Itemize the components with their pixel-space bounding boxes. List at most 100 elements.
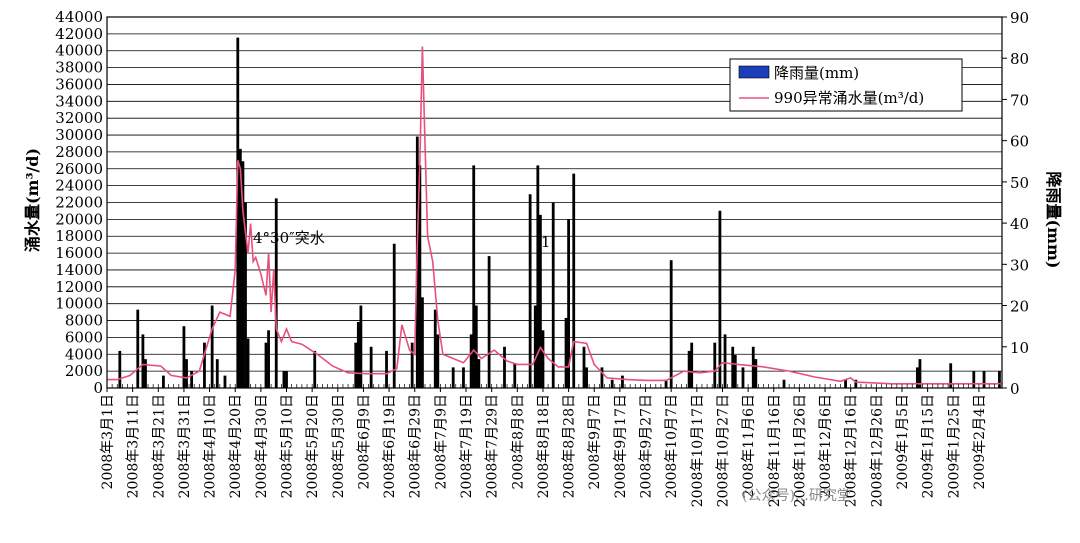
rainfall-bar: [190, 371, 194, 388]
y-left-tick-label: 20000: [55, 210, 103, 228]
x-tick-label: 2008年12月26日: [869, 394, 885, 507]
rainfall-bar: [713, 342, 717, 388]
x-tick-label: 2009年1月25日: [946, 394, 962, 498]
y-left-tick-label: 6000: [65, 328, 103, 346]
rainfall-bar: [236, 37, 240, 388]
rainfall-bar: [215, 359, 219, 388]
y-right-tick-label: 50: [1010, 174, 1029, 192]
rainfall-bar: [513, 363, 517, 388]
x-tick-label: 2009年1月15日: [921, 394, 937, 498]
rainfall-bar: [238, 148, 242, 388]
legend-label-rainfall: 降雨量(mm): [774, 64, 859, 82]
y-right-tick-label: 70: [1010, 91, 1029, 109]
rainfall-bar: [477, 359, 481, 388]
x-tick-label: 2008年11月16日: [767, 394, 783, 507]
x-tick-label: 2008年10月7日: [664, 394, 680, 498]
x-tick-label: 2009年1月5日: [895, 394, 911, 489]
rainfall-bar: [600, 367, 604, 388]
rainfall-bar: [854, 379, 858, 388]
y-left-tick-label: 30000: [55, 126, 103, 144]
y-left-tick-label: 36000: [55, 75, 103, 93]
rainfall-bar: [418, 165, 422, 388]
x-tick-label: 2008年9月7日: [587, 394, 603, 489]
y-right-tick-label: 20: [1010, 298, 1029, 316]
rainfall-bar: [754, 359, 758, 388]
legend: 降雨量(mm) 990异常涌水量(m³/d): [729, 58, 963, 112]
x-tick-label: 2008年5月20日: [305, 394, 321, 498]
rainfall-bar: [144, 359, 147, 388]
rainfall-bar: [223, 375, 227, 388]
rainfall-bar: [472, 165, 476, 388]
rainfall-bar: [433, 309, 437, 388]
y-left-tick-label: 26000: [55, 160, 103, 178]
rainfall-bar: [998, 371, 1001, 388]
rainfall-bar: [533, 305, 537, 388]
y-left-tick-label: 2000: [65, 362, 103, 380]
x-tick-label: 2008年7月19日: [459, 394, 475, 498]
rainfall-bar: [733, 355, 737, 388]
rainfall-bar: [385, 350, 388, 388]
rainfall-bar: [462, 367, 465, 388]
rainfall-bar: [528, 194, 532, 388]
y-left-tick-label: 12000: [55, 278, 103, 296]
y-axis-right-ticks: 0 10 20 30 40 50 60 70 80 90: [1002, 9, 1029, 398]
rainfall-bar: [572, 173, 576, 388]
x-tick-label: 2008年5月30日: [331, 394, 347, 498]
y-left-tick-label: 34000: [55, 92, 103, 110]
rainfall-bar: [285, 371, 288, 388]
x-tick-label: 2008年8月8日: [510, 394, 526, 489]
rainfall-bar: [267, 330, 270, 388]
rainfall-bar: [918, 359, 922, 388]
rainfall-bar: [564, 317, 568, 388]
legend-label-inflow: 990异常涌水量(m³/d): [774, 89, 924, 107]
rainfall-bar: [185, 359, 188, 388]
x-tick-label: 2008年12月6日: [818, 394, 834, 498]
rainfall-bar: [949, 363, 953, 388]
x-tick-label: 2008年9月17日: [613, 394, 629, 498]
rainfall-bar: [118, 350, 122, 388]
x-tick-label: 2008年3月21日: [151, 394, 167, 498]
y-axis-left-ticks: 0200040006000800010000120001400016000180…: [55, 8, 103, 397]
rainfall-bar: [621, 375, 624, 388]
y-axis-right-title: 降雨量(mm): [1044, 171, 1063, 268]
y-axis-left-title: 涌水量(m³/d): [23, 148, 42, 252]
y-left-tick-label: 42000: [55, 25, 103, 43]
rainfall-bar: [182, 326, 186, 388]
y-left-tick-label: 44000: [55, 8, 103, 26]
y-right-tick-label: 0: [1010, 380, 1020, 398]
rainfall-bar: [241, 161, 245, 388]
watermark: (公众号)…研究堂: [742, 488, 851, 504]
rainfall-bar: [410, 342, 414, 388]
x-tick-label: 2008年3月1日: [100, 394, 116, 489]
x-tick-label: 2008年4月30日: [254, 394, 270, 498]
x-tick-label: 2008年9月27日: [639, 394, 655, 498]
rainfall-bars: [118, 37, 1001, 388]
rainfall-bar: [162, 375, 165, 388]
rainfall-bar: [392, 243, 396, 388]
rainfall-bar: [687, 350, 691, 388]
y-right-tick-label: 80: [1010, 50, 1029, 68]
rainfall-bar: [844, 379, 847, 388]
rainfall-bar: [487, 256, 491, 388]
annotation-1: 1: [541, 233, 551, 251]
x-tick-label: 2008年6月9日: [356, 394, 372, 489]
rainfall-bar: [690, 342, 694, 388]
rainfall-bar: [203, 342, 206, 388]
rainfall-bar: [538, 214, 542, 388]
rainfall-bar: [610, 379, 614, 388]
rainfall-bar: [718, 210, 722, 388]
x-tick-label: 2008年11月26日: [792, 394, 808, 507]
x-tick-label: 2008年7月29日: [485, 394, 501, 498]
rainfall-bar: [274, 198, 278, 388]
rainfall-bar: [136, 309, 140, 388]
y-left-tick-label: 8000: [65, 312, 103, 330]
x-tick-label: 2008年3月11日: [126, 394, 142, 498]
y-left-tick-label: 10000: [55, 295, 103, 313]
rainfall-bar: [436, 334, 440, 388]
y-right-tick-label: 10: [1010, 339, 1029, 357]
rainfall-bar: [451, 367, 455, 388]
rainfall-bar: [982, 371, 986, 388]
x-tick-label: 2008年3月31日: [177, 394, 193, 498]
y-left-tick-label: 22000: [55, 194, 103, 212]
y-left-tick-label: 32000: [55, 109, 103, 127]
